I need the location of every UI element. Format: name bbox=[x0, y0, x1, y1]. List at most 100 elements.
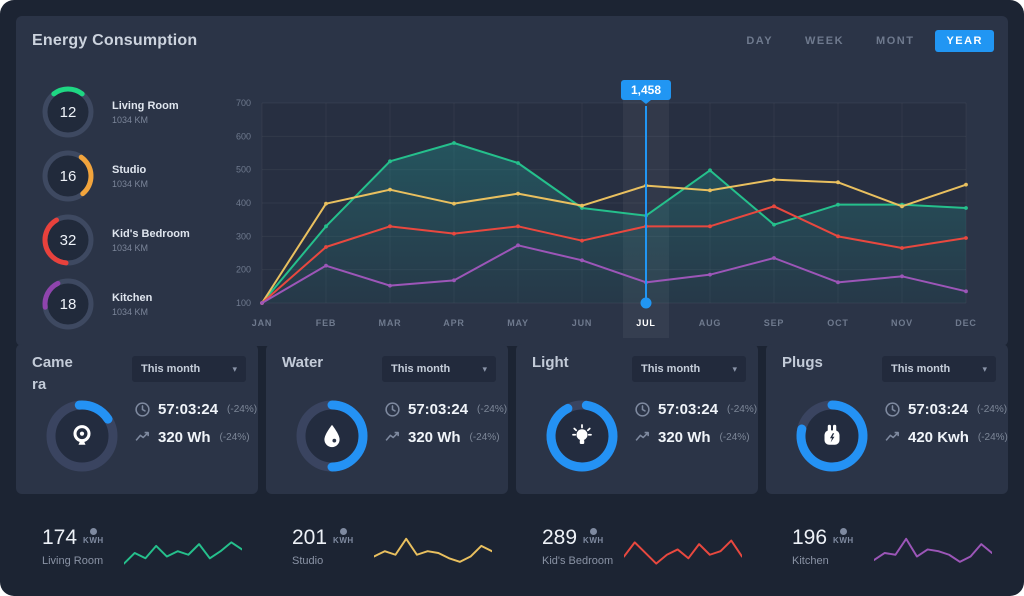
kwh-unit: KWH bbox=[583, 536, 604, 545]
kitchen-total: 196 KWH Kitchen bbox=[766, 508, 1008, 574]
data-point bbox=[772, 256, 776, 260]
camera-progress-ring bbox=[42, 396, 122, 476]
data-point bbox=[836, 202, 840, 207]
device-cards-row: Camera This month ▾ bbox=[16, 344, 1008, 494]
month-label: FEB bbox=[316, 318, 336, 328]
tab-year[interactable]: YEAR bbox=[935, 30, 994, 52]
room-name: Kitchen bbox=[792, 555, 829, 567]
card-title: Water bbox=[282, 354, 324, 371]
living-room-gauge: 12 bbox=[40, 84, 96, 140]
tab-month[interactable]: MONT bbox=[865, 30, 925, 52]
light-stats: 57:03:24 (-24%) 320 Wh (-24%) bbox=[634, 401, 757, 446]
trending-up-icon bbox=[135, 431, 149, 441]
data-point bbox=[516, 224, 520, 229]
energy-stat: 420 Kwh (-24%) bbox=[884, 429, 1008, 446]
data-point bbox=[836, 180, 840, 185]
room-name: Studio bbox=[292, 555, 324, 567]
data-point bbox=[388, 159, 392, 164]
clock-icon bbox=[135, 402, 150, 417]
unit-dot-icon bbox=[589, 528, 597, 535]
plugs-card: Plugs This month ▾ bbox=[766, 344, 1008, 494]
unit-dot-icon bbox=[839, 528, 847, 535]
water-drop-icon bbox=[292, 396, 372, 476]
kwh-value: 201 bbox=[292, 526, 328, 549]
light-progress-ring bbox=[542, 396, 622, 476]
data-point bbox=[708, 168, 712, 173]
tab-day[interactable]: DAY bbox=[735, 30, 784, 52]
data-point bbox=[452, 141, 456, 145]
chevron-down-icon: ▾ bbox=[732, 363, 737, 374]
room-subvalue: 1034 KM bbox=[112, 242, 149, 253]
tooltip-dot bbox=[640, 297, 652, 309]
studio-gauge: 16 bbox=[40, 148, 96, 204]
chart-tooltip: 1,458 bbox=[620, 80, 672, 100]
month-label: APR bbox=[443, 318, 464, 328]
data-point bbox=[964, 236, 968, 240]
room-row-studio: 16 Studio 1034 KM bbox=[40, 148, 190, 204]
light-bulb-icon bbox=[542, 396, 622, 476]
month-label: NOV bbox=[891, 318, 913, 328]
data-point bbox=[580, 238, 584, 243]
data-point bbox=[324, 245, 328, 249]
kitchen-sparkline bbox=[874, 537, 992, 563]
water-card: Water This month ▾ bbox=[266, 344, 508, 494]
series-line bbox=[261, 178, 967, 304]
data-point bbox=[964, 206, 968, 210]
range-tabs: DAY WEEK MONT YEAR bbox=[735, 30, 994, 52]
data-point bbox=[516, 191, 520, 196]
data-point bbox=[708, 224, 712, 229]
tab-week[interactable]: WEEK bbox=[794, 30, 855, 52]
water-progress-ring bbox=[292, 396, 372, 476]
time-stat: 57:03:24 (-24%) bbox=[384, 401, 507, 418]
y-tick-label: 300 bbox=[236, 231, 251, 241]
data-point bbox=[964, 182, 968, 187]
water-stats: 57:03:24 (-24%) 320 Wh (-24%) bbox=[384, 401, 507, 446]
room-subvalue: 1034 KM bbox=[112, 306, 149, 317]
period-dropdown[interactable]: This month ▾ bbox=[132, 356, 246, 382]
gauge-ring-icon bbox=[42, 150, 94, 202]
month-label: MAY bbox=[507, 318, 529, 328]
data-point bbox=[708, 272, 712, 277]
energy-stat: 320 Wh (-24%) bbox=[134, 429, 257, 446]
data-point bbox=[516, 243, 520, 248]
energy-line-chart[interactable]: 100 200 300 400 500 600 700 JAN FEB MAR APR MAY JUN J… bbox=[205, 76, 993, 344]
energy-consumption-panel: Energy Consumption DAY WEEK MONT YEAR 12… bbox=[16, 16, 1008, 346]
data-point bbox=[772, 222, 776, 227]
y-tick-label: 600 bbox=[236, 131, 251, 141]
room-name: Living Room bbox=[42, 555, 104, 567]
room-label: Kid's Bedroom bbox=[112, 227, 190, 240]
data-point bbox=[708, 188, 712, 193]
gauge-ring-icon bbox=[42, 278, 94, 330]
data-point bbox=[324, 263, 328, 268]
month-label: MAR bbox=[379, 318, 402, 328]
room-gauge-list: 12 Living Room 1034 KM 16 Studio 1 bbox=[40, 84, 190, 332]
data-point bbox=[516, 161, 520, 165]
data-point bbox=[580, 258, 584, 263]
data-point bbox=[772, 204, 776, 209]
kids-bedroom-total: 289 KWH Kid's Bedroom bbox=[516, 508, 758, 574]
kwh-value: 289 bbox=[542, 526, 578, 549]
period-dropdown[interactable]: This month ▾ bbox=[882, 356, 996, 382]
room-label: Studio bbox=[112, 163, 147, 176]
series-line bbox=[261, 205, 967, 304]
chevron-down-icon: ▾ bbox=[982, 363, 987, 374]
studio-sparkline bbox=[374, 537, 492, 563]
kids-bedroom-gauge: 32 bbox=[40, 212, 96, 268]
kitchen-gauge: 18 bbox=[40, 276, 96, 332]
room-subvalue: 1034 KM bbox=[112, 114, 149, 125]
trending-up-icon bbox=[885, 431, 899, 441]
time-stat: 57:03:24 (-24%) bbox=[884, 401, 1008, 418]
living-room-total: 174 KWH Living Room bbox=[16, 508, 258, 574]
data-point bbox=[836, 234, 840, 239]
living-room-sparkline bbox=[124, 541, 242, 565]
chevron-down-icon: ▾ bbox=[232, 363, 237, 374]
month-label: JUN bbox=[572, 318, 592, 328]
month-label: OCT bbox=[827, 318, 848, 328]
data-point bbox=[772, 177, 776, 182]
month-label: AUG bbox=[699, 318, 721, 328]
period-dropdown[interactable]: This month ▾ bbox=[632, 356, 746, 382]
energy-line-chart-area[interactable]: 1,458 100 200 300 400 500 600 700 JAN FEB MAR APR M… bbox=[205, 76, 993, 344]
period-dropdown[interactable]: This month ▾ bbox=[382, 356, 496, 382]
gauge-value: 12 bbox=[59, 103, 77, 121]
time-stat: 57:03:24 (-24%) bbox=[634, 401, 757, 418]
